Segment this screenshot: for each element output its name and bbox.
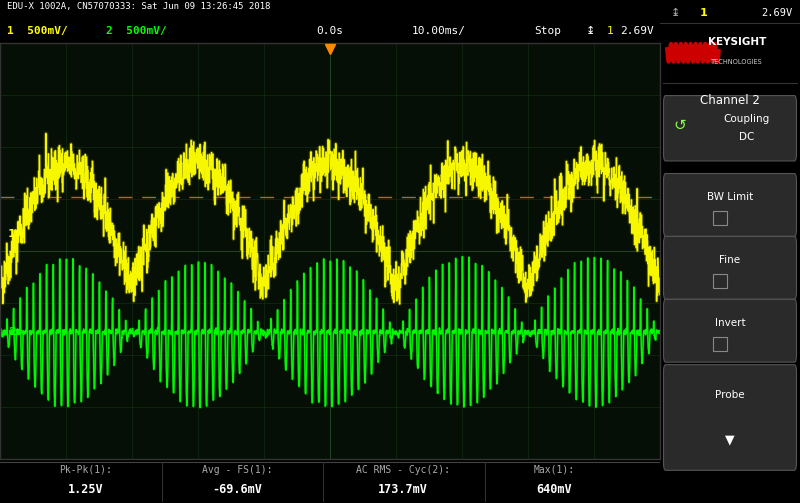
Text: KEYSIGHT: KEYSIGHT — [708, 37, 766, 47]
Text: 1: 1 — [699, 8, 707, 18]
Text: 0.0s: 0.0s — [317, 26, 343, 36]
Text: Stop: Stop — [534, 26, 562, 36]
FancyBboxPatch shape — [663, 174, 797, 236]
FancyBboxPatch shape — [663, 236, 797, 299]
Text: Avg - FS(1):: Avg - FS(1): — [202, 465, 273, 475]
Bar — [714, 274, 727, 288]
Text: Pk-Pk(1):: Pk-Pk(1): — [59, 465, 112, 475]
Text: Coupling: Coupling — [724, 114, 770, 124]
Text: -69.6mV: -69.6mV — [213, 483, 262, 496]
Text: ↨: ↨ — [671, 8, 681, 18]
Text: 1  500mV/: 1 500mV/ — [6, 26, 67, 36]
Text: 2.69V: 2.69V — [762, 8, 793, 18]
FancyBboxPatch shape — [663, 299, 797, 362]
Bar — [714, 211, 727, 225]
Text: ▼: ▼ — [725, 434, 735, 447]
Text: ↺: ↺ — [674, 118, 686, 133]
Text: Invert: Invert — [714, 318, 746, 328]
Text: AC RMS - Cyc(2):: AC RMS - Cyc(2): — [355, 465, 450, 475]
Text: Fine: Fine — [719, 256, 741, 265]
Text: BW Limit: BW Limit — [707, 193, 753, 202]
Text: DC: DC — [739, 132, 754, 142]
Text: ↨: ↨ — [586, 26, 595, 36]
Text: 1.25V: 1.25V — [68, 483, 104, 496]
Text: 1⊳: 1⊳ — [8, 229, 25, 239]
Text: Probe: Probe — [715, 390, 745, 400]
Bar — [714, 337, 727, 351]
Text: 2⊳: 2⊳ — [8, 327, 25, 337]
Text: 173.7mV: 173.7mV — [378, 483, 427, 496]
Text: Channel 2: Channel 2 — [700, 94, 760, 107]
Text: Max(1):: Max(1): — [534, 465, 575, 475]
Text: EDU-X 1002A, CN57070333: Sat Jun 09 13:26:45 2018: EDU-X 1002A, CN57070333: Sat Jun 09 13:2… — [6, 2, 270, 11]
Text: 2.69V: 2.69V — [620, 26, 654, 36]
Text: TECHNOLOGIES: TECHNOLOGIES — [711, 59, 763, 65]
Text: 2  500mV/: 2 500mV/ — [106, 26, 166, 36]
Text: 640mV: 640mV — [537, 483, 572, 496]
FancyBboxPatch shape — [663, 96, 797, 161]
FancyBboxPatch shape — [663, 365, 797, 470]
Text: 1: 1 — [607, 26, 614, 36]
Text: 10.00ms/: 10.00ms/ — [412, 26, 466, 36]
